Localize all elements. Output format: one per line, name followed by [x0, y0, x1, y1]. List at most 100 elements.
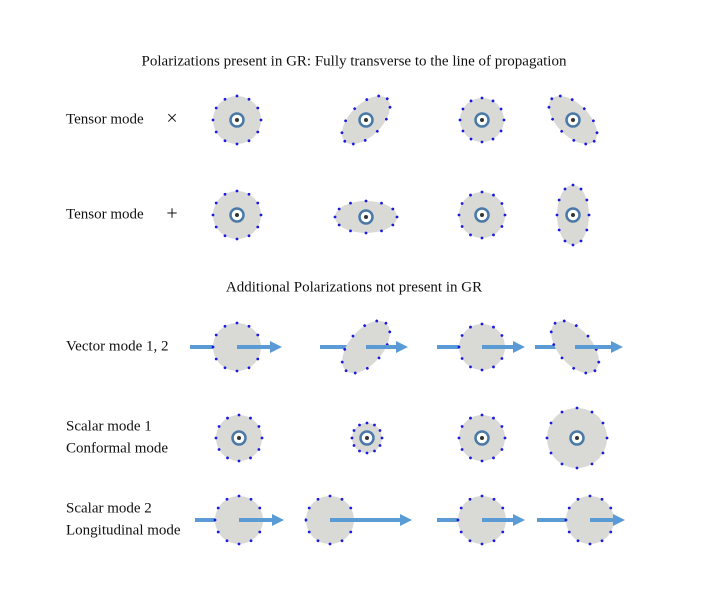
test-particle: [585, 198, 589, 202]
test-particle: [590, 462, 594, 466]
test-particle: [353, 107, 357, 111]
test-particle: [258, 506, 262, 510]
test-particle: [460, 425, 464, 428]
test-particle: [388, 330, 392, 334]
test-particle: [223, 139, 227, 143]
test-particle: [572, 366, 576, 370]
test-particle: [340, 539, 344, 543]
test-particle: [480, 96, 484, 100]
test-particle: [469, 193, 472, 197]
test-particle: [257, 425, 261, 428]
test-particle: [575, 406, 579, 410]
test-particle: [235, 94, 239, 98]
test-particle: [492, 193, 495, 197]
test-particle: [560, 462, 564, 466]
test-particle: [492, 539, 496, 543]
arrow-head: [613, 514, 625, 526]
test-particle: [492, 456, 495, 460]
propagation-dot: [480, 213, 484, 217]
test-particle: [223, 192, 227, 196]
test-particle: [492, 365, 495, 369]
test-particle: [549, 421, 553, 425]
test-particle: [351, 334, 355, 338]
arrow-head: [272, 514, 284, 526]
test-particle: [247, 366, 251, 370]
test-particle: [500, 225, 504, 228]
test-particle: [560, 356, 564, 360]
test-particle: [460, 448, 464, 451]
test-particle: [340, 131, 344, 135]
test-particle: [460, 225, 464, 228]
test-particle: [247, 324, 251, 328]
test-particle: [600, 497, 604, 501]
test-particle: [235, 142, 239, 146]
test-particle: [380, 229, 383, 233]
test-particle: [579, 239, 583, 243]
test-particle: [349, 201, 352, 205]
test-particle: [237, 542, 241, 546]
test-particle: [391, 207, 395, 211]
test-particle: [211, 345, 215, 349]
test-particle: [500, 448, 504, 451]
test-particle: [316, 539, 320, 543]
row-label: Tensor mode: [66, 111, 144, 127]
test-particle: [223, 234, 227, 238]
test-particle: [457, 345, 461, 349]
test-particle: [469, 416, 472, 420]
test-particle: [337, 223, 341, 227]
test-particle: [358, 423, 361, 427]
test-particle: [365, 421, 369, 425]
test-particle: [328, 542, 332, 546]
test-particle: [480, 190, 484, 194]
test-particle: [575, 466, 579, 470]
test-particle: [344, 119, 347, 123]
test-particle: [582, 107, 586, 111]
test-particle: [492, 233, 495, 237]
test-particle: [349, 229, 352, 233]
test-particle: [365, 451, 369, 455]
test-particle: [337, 207, 341, 211]
test-particle: [564, 518, 568, 522]
row-label: Scalar mode 2: [66, 500, 152, 516]
test-particle: [585, 228, 589, 232]
propagation-dot: [365, 436, 369, 440]
test-particle: [216, 506, 220, 510]
test-particle: [256, 130, 260, 134]
test-particle: [571, 183, 575, 187]
test-particle: [214, 106, 218, 110]
propagation-dot: [364, 215, 368, 219]
test-particle: [469, 325, 472, 329]
test-particle: [364, 199, 368, 203]
test-particle: [574, 324, 578, 328]
test-particle: [235, 237, 239, 241]
test-particle: [249, 539, 253, 543]
test-particle: [214, 201, 218, 205]
test-particle: [373, 449, 376, 453]
test-particle: [214, 225, 218, 229]
test-particle: [492, 325, 495, 329]
test-particle: [214, 357, 218, 361]
test-particle: [584, 371, 588, 375]
test-particle: [567, 530, 571, 534]
test-particle: [237, 413, 241, 417]
arrow-head: [400, 514, 412, 526]
test-particle: [480, 459, 484, 463]
test-particle: [558, 94, 562, 98]
test-particle: [480, 542, 484, 546]
test-particle: [500, 357, 504, 360]
test-particle: [480, 322, 484, 326]
test-particle: [256, 225, 260, 229]
test-particle: [328, 494, 332, 498]
test-particle: [256, 106, 260, 110]
test-particle: [249, 497, 253, 501]
test-particle: [237, 494, 241, 498]
test-particle: [502, 118, 506, 122]
test-particle: [592, 119, 595, 123]
test-particle: [213, 518, 217, 522]
test-particle: [461, 107, 465, 111]
test-particle: [247, 234, 251, 238]
test-particle: [560, 129, 564, 133]
test-particle: [358, 449, 361, 453]
test-particle: [545, 436, 549, 440]
